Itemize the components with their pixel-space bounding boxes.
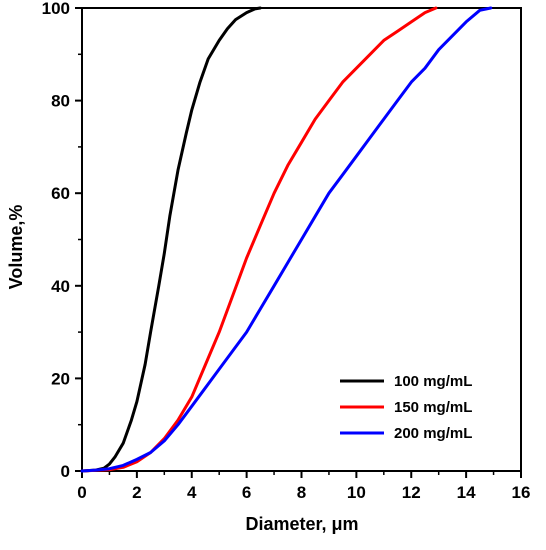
x-tick-label: 12 <box>402 483 421 502</box>
x-axis-title: Diameter, μm <box>245 514 358 534</box>
series-layer <box>80 6 493 473</box>
legend: 100 mg/mL 150 mg/mL 200 mg/mL <box>340 373 472 442</box>
y-tick-label: 20 <box>51 369 70 388</box>
x-tick-label: 6 <box>242 483 251 502</box>
y-axis-title: Volume,% <box>6 205 26 290</box>
x-tick-label: 14 <box>457 483 476 502</box>
x-tick-label: 10 <box>347 483 366 502</box>
y-tick-label: 40 <box>51 277 70 296</box>
x-tick-label: 16 <box>512 483 531 502</box>
y-tick-label: 100 <box>42 0 70 18</box>
legend-label: 150 mg/mL <box>394 399 472 416</box>
series-line-200-mg-ml <box>80 6 493 473</box>
series-line-150-mg-ml <box>80 6 438 473</box>
x-tick-label: 2 <box>132 483 141 502</box>
axes: 0 2 4 6 8 10 12 14 16 0 20 40 60 80 100 <box>42 0 531 502</box>
x-tick-label: 0 <box>77 483 86 502</box>
y-tick-label: 0 <box>61 462 70 481</box>
legend-label: 200 mg/mL <box>394 425 472 442</box>
x-tick-label: 4 <box>187 483 197 502</box>
y-tick-label: 60 <box>51 184 70 203</box>
legend-label: 100 mg/mL <box>394 373 472 390</box>
y-tick-label: 80 <box>51 92 70 111</box>
series-line-100-mg-ml <box>80 6 262 473</box>
x-tick-label: 8 <box>297 483 306 502</box>
